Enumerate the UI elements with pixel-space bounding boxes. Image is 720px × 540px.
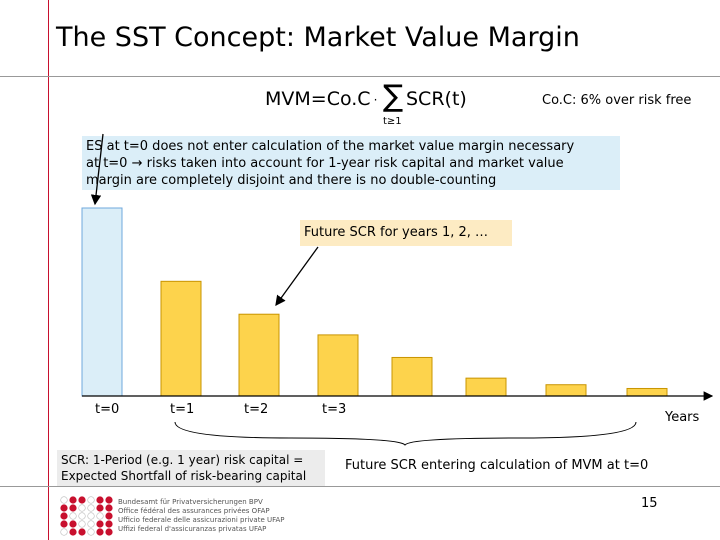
logo-dot xyxy=(60,504,68,512)
logo-dot xyxy=(69,520,77,528)
mvm-formula: MVM=Co.C · xyxy=(265,88,380,110)
formula-lhs: MVM=Co.C xyxy=(265,88,371,110)
logo-dot xyxy=(60,520,68,528)
logo-dot xyxy=(60,528,68,536)
logo-dot xyxy=(96,512,104,520)
es-arrow xyxy=(90,133,104,206)
logo-dot xyxy=(105,504,113,512)
sum-index: t≥1 xyxy=(383,116,402,127)
bpv-logo xyxy=(60,496,113,536)
future-arrow xyxy=(275,246,319,307)
axis-label-t3: t=3 xyxy=(322,402,347,417)
scr-note-line: Expected Shortfall of risk-bearing capit… xyxy=(61,469,307,483)
coc-note: Co.C: 6% over risk free xyxy=(542,93,692,108)
logo-dot xyxy=(60,496,68,504)
bar-future-3 xyxy=(317,334,359,397)
es-note-line: at t=0 → risks taken into account for 1-… xyxy=(86,156,564,171)
bar-future-5 xyxy=(465,377,507,397)
logo-dot xyxy=(69,512,77,520)
agency-names: Bundesamt für Privatversicherungen BPV O… xyxy=(118,498,285,534)
footer-divider xyxy=(0,486,720,487)
formula-dot: · xyxy=(373,92,378,107)
logo-dot xyxy=(78,520,86,528)
scr-note-box: SCR: 1-Period (e.g. 1 year) risk capital… xyxy=(57,450,325,486)
agency-line: Office fédéral des assurances privées OF… xyxy=(118,507,270,515)
logo-dot xyxy=(105,512,113,520)
logo-dot xyxy=(96,496,104,504)
bar-future-6 xyxy=(545,384,587,397)
axis-label-t2: t=2 xyxy=(244,402,269,417)
logo-dot xyxy=(78,504,86,512)
logo-dot xyxy=(69,528,77,536)
logo-dot xyxy=(105,528,113,536)
scr-note-line: SCR: 1-Period (e.g. 1 year) risk capital… xyxy=(61,453,304,467)
axis-label-t1: t=1 xyxy=(170,402,195,417)
sigma-icon: ∑ xyxy=(383,79,404,114)
entering-note: Future SCR entering calculation of MVM a… xyxy=(345,458,649,473)
es-note-line: margin are completely disjoint and there… xyxy=(86,173,497,188)
bar-t0 xyxy=(81,207,123,397)
agency-line: Uffizi federal d'assicuranzas privatas U… xyxy=(118,525,267,533)
logo-dot xyxy=(87,504,95,512)
bar-future-2 xyxy=(238,313,280,397)
bar-future-7 xyxy=(626,387,668,397)
agency-line: Ufficio federale delle assicurazioni pri… xyxy=(118,516,285,524)
logo-dot xyxy=(87,496,95,504)
title-divider xyxy=(0,76,720,77)
future-brace xyxy=(174,421,637,446)
es-note-box: ES at t=0 does not enter calculation of … xyxy=(82,136,620,190)
agency-line: Bundesamt für Privatversicherungen BPV xyxy=(118,498,263,506)
bar-future-1 xyxy=(160,280,202,397)
logo-dot xyxy=(96,528,104,536)
axis-unit: Years xyxy=(665,410,700,425)
logo-dot xyxy=(105,520,113,528)
page-number: 15 xyxy=(641,496,658,511)
logo-dot xyxy=(105,496,113,504)
slide-title: The SST Concept: Market Value Margin xyxy=(56,22,580,53)
logo-dot xyxy=(60,512,68,520)
logo-dot xyxy=(78,512,86,520)
formula-summand: SCR(t) xyxy=(406,88,467,110)
logo-dot xyxy=(69,504,77,512)
future-scr-label: Future SCR for years 1, 2, … xyxy=(300,220,512,246)
es-note-line: ES at t=0 does not enter calculation of … xyxy=(86,139,575,154)
logo-dot xyxy=(87,512,95,520)
logo-dot xyxy=(69,496,77,504)
logo-dot xyxy=(87,528,95,536)
logo-dot xyxy=(96,520,104,528)
logo-dot xyxy=(78,528,86,536)
bar-future-4 xyxy=(391,356,433,397)
red-vertical-rule xyxy=(48,0,49,540)
logo-dot xyxy=(87,520,95,528)
logo-dot xyxy=(96,504,104,512)
axis-label-t0: t=0 xyxy=(95,402,120,417)
logo-dot xyxy=(78,496,86,504)
